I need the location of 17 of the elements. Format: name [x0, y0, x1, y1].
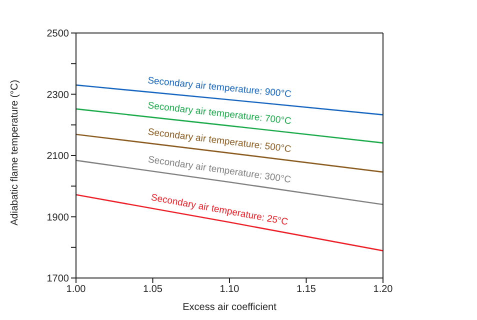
y-tick-label: 1900 — [46, 212, 70, 224]
x-tick-label: 1.05 — [143, 284, 163, 296]
x-tick-label: 1.10 — [220, 284, 240, 296]
text: Secondary air temperature: 25°C — [150, 192, 289, 228]
y-tick-label: 2300 — [46, 90, 70, 101]
x-tick-label: 1.00 — [66, 284, 86, 296]
text: Secondary air temperature: 300°C — [147, 154, 292, 186]
text: Secondary air temperature: 500°C — [147, 126, 292, 156]
x-tick-label: 1.15 — [296, 284, 316, 296]
y-axis-title: Adiabatic flame temperature (°C) — [10, 80, 21, 226]
text: Secondary air temperature: 700°C — [147, 100, 292, 128]
text: Secondary air temperature: 900°C — [147, 75, 292, 100]
y-tick-label: 2500 — [46, 28, 70, 40]
y-tick-label: 2100 — [46, 151, 70, 162]
y-tick-label: 1700 — [46, 274, 70, 285]
x-axis-title: Excess air coefficient — [182, 302, 277, 313]
x-tick-label: 1.20 — [373, 284, 394, 296]
